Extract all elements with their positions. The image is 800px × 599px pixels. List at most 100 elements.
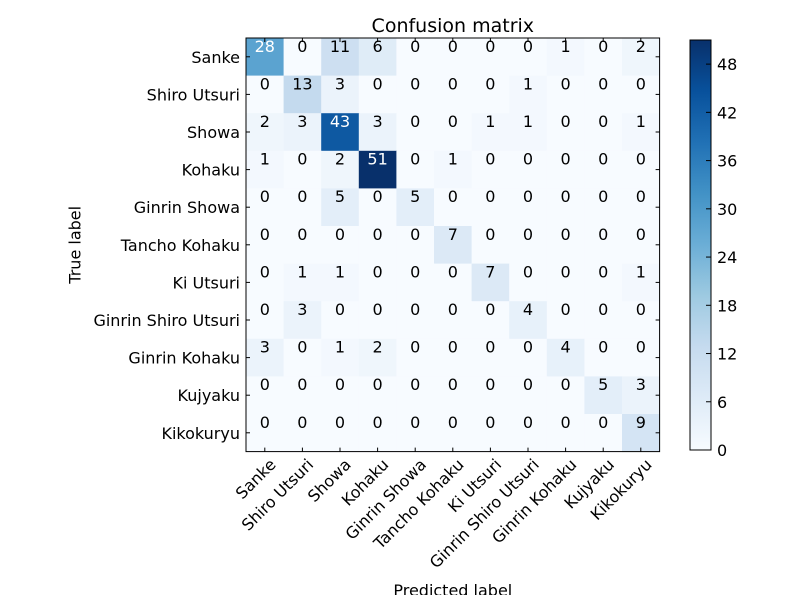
heatmap-cell (546, 263, 585, 302)
cell-value-label: 0 (485, 37, 495, 56)
heatmap-cell (622, 188, 661, 227)
heatmap-cell (434, 414, 473, 453)
cell-value-label: 0 (598, 112, 608, 131)
heatmap-cell (321, 226, 360, 265)
cell-value-label: 0 (598, 338, 608, 357)
cell-value-label: 1 (335, 338, 345, 357)
cell-value-label: 0 (561, 375, 571, 394)
heatmap-cell (283, 338, 322, 377)
heatmap-cell (546, 150, 585, 189)
heatmap-cell (434, 226, 473, 265)
cell-value-label: 1 (485, 112, 495, 131)
cell-value-label: 0 (448, 187, 458, 206)
cell-value-label: 0 (523, 413, 533, 432)
y-tick-label: Ginrin Shiro Utsuri (93, 311, 240, 330)
heatmap-cell (622, 113, 661, 152)
heatmap-cell (246, 376, 285, 415)
heatmap-cell (434, 150, 473, 189)
cell-value-label: 0 (561, 112, 571, 131)
heatmap-cell (358, 338, 397, 377)
cell-value-label: 3 (260, 338, 270, 357)
cell-value-label: 0 (297, 375, 307, 394)
heatmap-cell (509, 113, 548, 152)
heatmap-cell (471, 188, 510, 227)
y-tick-label: Sanke (191, 48, 240, 67)
heatmap-cell (321, 150, 360, 189)
cell-value-label: 1 (636, 112, 646, 131)
heatmap-cell (622, 150, 661, 189)
colorbar-tick-label: 42 (717, 103, 737, 122)
heatmap-cell (283, 376, 322, 415)
cell-value-label: 0 (598, 262, 608, 281)
heatmap-cell (358, 38, 397, 77)
heatmap-cell (358, 376, 397, 415)
cell-value-label: 0 (410, 37, 420, 56)
heatmap-cell (546, 338, 585, 377)
heatmap-cell (246, 338, 285, 377)
colorbar-tick-label: 36 (717, 152, 737, 171)
cell-value-label: 0 (448, 37, 458, 56)
cell-value-label: 0 (636, 225, 646, 244)
heatmap-cell (434, 188, 473, 227)
cell-value-label: 1 (523, 74, 533, 93)
heatmap-cell (471, 263, 510, 302)
heatmap-cell (509, 226, 548, 265)
cell-value-label: 0 (523, 150, 533, 169)
cell-value-label: 0 (260, 300, 270, 319)
y-tick-label: Kikokuryu (161, 424, 240, 443)
heatmap-cell (283, 75, 322, 114)
heatmap-cell (622, 75, 661, 114)
cell-value-label: 0 (373, 187, 383, 206)
cell-value-label: 0 (523, 262, 533, 281)
heatmap-cell (509, 263, 548, 302)
heatmap-cell (584, 38, 623, 77)
y-tick-label: Kohaku (182, 161, 240, 180)
heatmap-cell (358, 113, 397, 152)
cell-value-label: 0 (410, 74, 420, 93)
cell-value-label: 7 (485, 262, 495, 281)
cell-value-label: 0 (448, 262, 458, 281)
cell-value-label: 0 (598, 225, 608, 244)
cell-value-label: 0 (561, 225, 571, 244)
heatmap-cell (471, 414, 510, 453)
cell-value-label: 0 (373, 74, 383, 93)
heatmap-cell (358, 263, 397, 302)
heatmap-cell (471, 150, 510, 189)
heatmap-cell (509, 338, 548, 377)
heatmap-cell (584, 226, 623, 265)
cell-value-label: 0 (448, 375, 458, 394)
cell-value-label: 0 (561, 413, 571, 432)
heatmap-cell (471, 338, 510, 377)
heatmap-cell (283, 113, 322, 152)
cell-value-label: 2 (636, 37, 646, 56)
cell-value-label: 0 (561, 262, 571, 281)
cell-value-label: 0 (410, 262, 420, 281)
cell-value-label: 3 (335, 74, 345, 93)
y-axis-label: True label (66, 206, 85, 285)
cell-value-label: 0 (373, 300, 383, 319)
heatmap-cell (246, 113, 285, 152)
heatmap-cell (246, 301, 285, 340)
heatmap-cell (283, 263, 322, 302)
heatmap-cell (283, 301, 322, 340)
heatmap-cell (509, 188, 548, 227)
cell-value-label: 0 (335, 300, 345, 319)
cell-value-label: 2 (260, 112, 270, 131)
cell-value-label: 0 (260, 187, 270, 206)
cell-value-label: 0 (260, 74, 270, 93)
heatmap-cell (584, 188, 623, 227)
cell-value-label: 0 (410, 112, 420, 131)
cell-value-label: 6 (373, 37, 383, 56)
cell-value-label: 2 (373, 338, 383, 357)
heatmap-cell (546, 188, 585, 227)
heatmap-cell (358, 414, 397, 453)
cell-value-label: 0 (448, 413, 458, 432)
heatmap-cell (584, 301, 623, 340)
cell-value-label: 0 (260, 413, 270, 432)
cell-value-label: 0 (260, 375, 270, 394)
heatmap-cell (471, 376, 510, 415)
colorbar-tick-labels: 0 6 12 18 24 30 36 42 48 (706, 55, 737, 460)
cell-value-label: 3 (297, 300, 307, 319)
cell-value-label: 0 (335, 225, 345, 244)
